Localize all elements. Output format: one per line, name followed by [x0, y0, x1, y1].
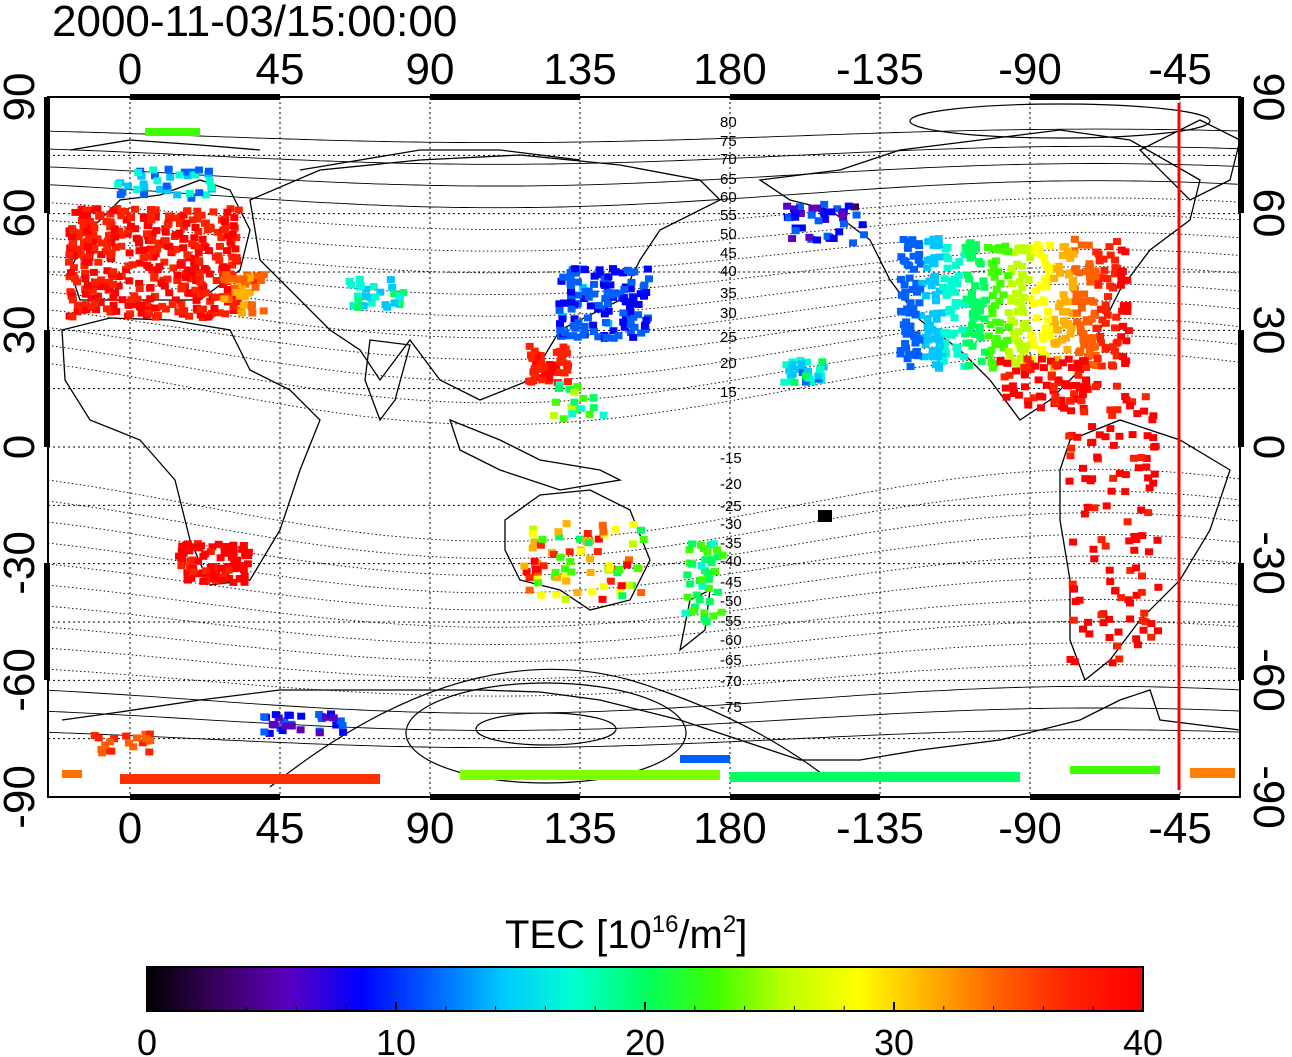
contour-label: 20: [720, 355, 737, 372]
top-axis-tick: 0: [118, 45, 142, 94]
top-axis-tick: 180: [693, 45, 766, 94]
contour-label: 80: [720, 114, 737, 131]
left-axis: 90 60 30 0 -30 -60 -90: [0, 73, 44, 829]
top-axis-tick: -45: [1148, 45, 1212, 94]
contour-label: -25: [720, 498, 742, 515]
bottom-axis-tick: -45: [1148, 804, 1212, 853]
colorbar-tick-label: 0: [137, 1022, 157, 1057]
left-axis-tick: 60: [0, 189, 44, 238]
colorbar-label-end: ]: [736, 913, 747, 957]
contour-label: 30: [720, 305, 737, 322]
colorbar-tick-label: 40: [1123, 1022, 1163, 1057]
contour-label: 65: [720, 171, 737, 188]
contour-label: -65: [720, 652, 742, 669]
right-axis-tick: 90: [1244, 73, 1292, 122]
left-axis-tick: 90: [0, 73, 44, 122]
colorbar-label-mid: /m: [678, 913, 722, 957]
top-axis-tick: -90: [998, 45, 1062, 94]
colorbar-tick-label: 30: [874, 1022, 914, 1057]
right-axis-tick: 60: [1244, 189, 1292, 238]
left-axis-tick: -30: [0, 531, 44, 595]
contour-label: -30: [720, 516, 742, 533]
bottom-axis: 0 45 90 135 180 -135 -90 -45: [118, 804, 1212, 853]
bottom-axis-tick: 0: [118, 804, 142, 853]
top-axis-tick: 135: [543, 45, 616, 94]
colorbar-label-sup1: 16: [652, 911, 679, 938]
right-axis: 90 60 30 0 -30 -60 -90: [1244, 73, 1292, 829]
colorbar-tick-label: 20: [625, 1022, 665, 1057]
frame-tick-bars: [44, 94, 1244, 800]
left-axis-tick: 30: [0, 306, 44, 355]
colorbar-tick-label: 10: [376, 1022, 416, 1057]
bottom-axis-tick: 90: [406, 804, 455, 853]
contour-label: 70: [720, 151, 737, 168]
contour-label: 40: [720, 263, 737, 280]
contour-label: 25: [720, 329, 737, 346]
contour-label: 60: [720, 189, 737, 206]
colorbar: TEC [1016/m2] 0 10 20 30 40: [137, 911, 1163, 1057]
contour-label: -60: [720, 632, 742, 649]
map-title: 2000-11-03/15:00:00: [52, 0, 457, 46]
right-axis-tick: 0: [1244, 435, 1292, 459]
colorbar-label: TEC [1016/m2]: [505, 911, 747, 957]
right-axis-tick: -60: [1244, 648, 1292, 712]
contour-label: -50: [720, 593, 742, 610]
contour-label: -15: [720, 450, 742, 467]
contour-label: -70: [720, 673, 742, 690]
left-axis-tick: -60: [0, 648, 44, 712]
contour-label: -75: [720, 699, 742, 716]
bottom-axis-tick: -90: [998, 804, 1062, 853]
colorbar-label-sup2: 2: [723, 911, 736, 938]
contour-label: -55: [720, 613, 742, 630]
tec-data-points: [62, 128, 1235, 784]
left-axis-tick: -90: [0, 765, 44, 829]
contour-label: 35: [720, 285, 737, 302]
contour-label: -35: [720, 535, 742, 552]
right-axis-tick: -30: [1244, 531, 1292, 595]
contour-label: 50: [720, 226, 737, 243]
colorbar-label-main: TEC [10: [505, 913, 652, 957]
top-axis: 0 45 90 135 180 -135 -90 -45: [118, 45, 1212, 94]
contour-label: -40: [720, 553, 742, 570]
bottom-axis-tick: -135: [836, 804, 924, 853]
right-axis-tick: -90: [1244, 765, 1292, 829]
bottom-axis-tick: 180: [693, 804, 766, 853]
top-axis-tick: 45: [256, 45, 305, 94]
colorbar-ticks: 0 10 20 30 40: [137, 1002, 1163, 1057]
contour-label: 75: [720, 133, 737, 150]
bottom-axis-tick: 45: [256, 804, 305, 853]
right-axis-tick: 30: [1244, 306, 1292, 355]
contour-label: -20: [720, 476, 742, 493]
left-axis-tick: 0: [0, 435, 44, 459]
contour-label: 15: [720, 384, 737, 401]
contour-label: 45: [720, 245, 737, 262]
contour-label: 55: [720, 207, 737, 224]
top-axis-tick: 90: [406, 45, 455, 94]
top-axis-tick: -135: [836, 45, 924, 94]
bottom-axis-tick: 135: [543, 804, 616, 853]
contour-label: -45: [720, 574, 742, 591]
